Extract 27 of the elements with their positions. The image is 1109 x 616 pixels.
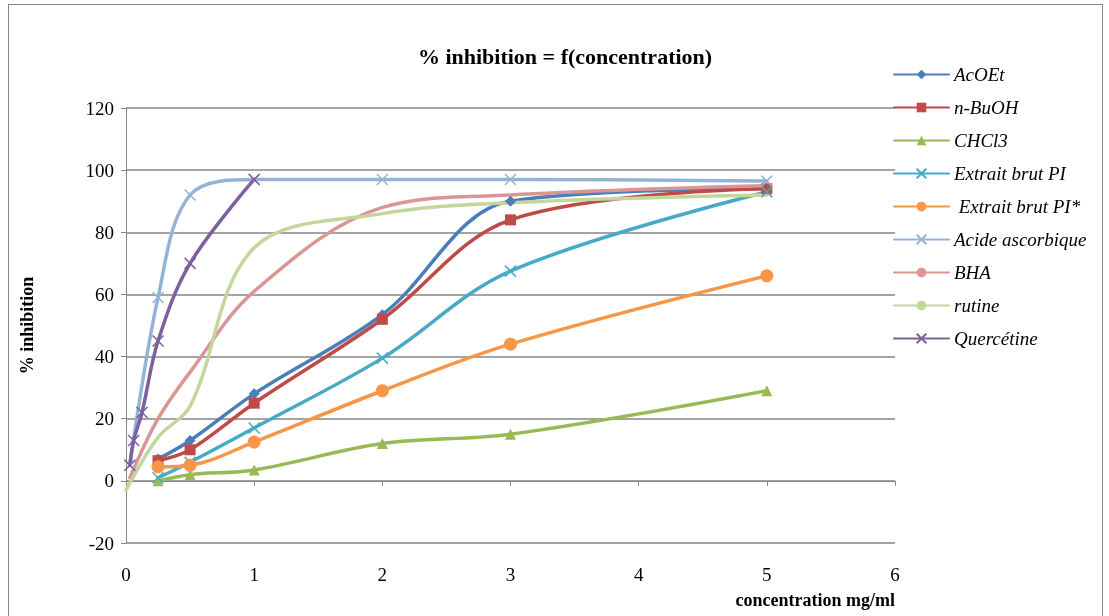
legend-label: Extrait brut PI <box>953 163 1068 184</box>
x-tick-label: 6 <box>890 564 900 585</box>
legend-label: rutine <box>954 295 1000 316</box>
y-tick-label: 20 <box>95 408 114 430</box>
legend-label: Quercétine <box>954 328 1038 349</box>
x-tick-label: 5 <box>762 564 772 585</box>
y-tick-label: -20 <box>88 532 114 554</box>
y-tick-label: 80 <box>95 221 114 243</box>
x-tick-label: 3 <box>505 564 516 585</box>
x-tick-label: 4 <box>633 564 644 585</box>
chart-title: % inhibition = f(concentration) <box>417 43 713 69</box>
x-tick-label: 0 <box>121 564 131 585</box>
x-tick-label: 1 <box>249 564 259 585</box>
x-tick-label: 2 <box>377 564 388 585</box>
x-axis-title: concentration mg/ml <box>735 589 895 610</box>
y-tick-label: 120 <box>85 97 114 119</box>
legend-label: CHCl3 <box>954 130 1008 151</box>
y-tick-label: 0 <box>104 470 114 492</box>
y-tick-label: 60 <box>95 283 114 305</box>
legend-label: Extrait brut PI* <box>954 196 1081 217</box>
legend-label: Acide ascorbique <box>952 229 1087 250</box>
y-tick-label: 40 <box>95 346 114 368</box>
legend-label: AcOEt <box>952 64 1006 85</box>
y-axis-title: % inhibition <box>17 276 37 375</box>
y-tick-label: 100 <box>85 159 114 181</box>
legend-label: BHA <box>954 262 992 283</box>
legend-label: n-BuOH <box>954 97 1020 118</box>
